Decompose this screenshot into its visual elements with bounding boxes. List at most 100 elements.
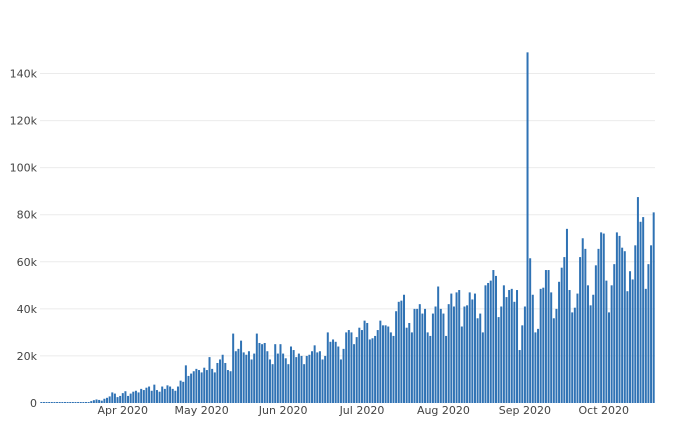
bar (69, 402, 72, 403)
bar (579, 257, 582, 403)
y-tick-label: 0 (30, 397, 37, 410)
x-tick-label: Sep 2020 (499, 404, 551, 417)
bar (179, 380, 182, 403)
bar (450, 293, 453, 403)
bar (347, 330, 350, 403)
bar (58, 402, 61, 403)
bar (458, 290, 461, 403)
bar (431, 313, 434, 403)
bar (623, 251, 626, 403)
bar (644, 288, 647, 403)
bar (111, 392, 114, 403)
bar (366, 322, 369, 403)
bar (211, 368, 214, 403)
bar (82, 402, 85, 403)
x-tick-label: Apr 2020 (98, 404, 149, 417)
bar (387, 326, 390, 403)
bar (650, 245, 653, 403)
bar (629, 271, 632, 403)
bar (153, 384, 156, 403)
bar (326, 332, 329, 403)
bar (360, 330, 363, 403)
bars (40, 52, 655, 403)
bar (337, 346, 340, 403)
bar (271, 364, 274, 403)
bar (253, 353, 256, 403)
bar (571, 312, 574, 403)
bar (203, 367, 206, 403)
bar (618, 235, 621, 403)
x-tick-label: Jun 2020 (258, 404, 308, 417)
bar (636, 197, 639, 403)
bar (74, 402, 77, 403)
bar (429, 335, 432, 403)
bar (410, 332, 413, 403)
bar (350, 332, 353, 403)
bar (523, 306, 526, 403)
bar (134, 390, 137, 403)
bar (426, 332, 429, 403)
bar (452, 306, 455, 403)
bar (116, 397, 119, 403)
bar (550, 292, 553, 403)
bar (634, 245, 637, 403)
bar (500, 306, 503, 403)
bar (119, 395, 122, 403)
bar (537, 328, 540, 403)
bar (279, 344, 282, 403)
bar (103, 398, 106, 403)
bar (334, 341, 337, 403)
bar (403, 294, 406, 403)
bar (476, 318, 479, 403)
x-tick-label: May 2020 (175, 404, 229, 417)
bar (124, 391, 127, 403)
bar (132, 391, 135, 403)
bar (289, 346, 292, 403)
bar (221, 354, 224, 403)
bar (434, 306, 437, 403)
bar (282, 353, 285, 403)
bar (613, 264, 616, 403)
bar (416, 308, 419, 403)
bar (224, 362, 227, 403)
y-tick-label: 40k (17, 303, 38, 316)
bar (605, 280, 608, 403)
bar (84, 402, 87, 403)
bar (308, 354, 311, 403)
bar (473, 293, 476, 403)
bar (502, 285, 505, 403)
bar (247, 351, 250, 403)
y-tick-label: 60k (17, 256, 38, 269)
bar (311, 351, 314, 403)
bar (45, 402, 48, 403)
bar (184, 365, 187, 403)
bar (166, 385, 169, 403)
bar (213, 372, 216, 403)
bar (234, 351, 237, 403)
bar (468, 292, 471, 403)
bar (610, 285, 613, 403)
bar (392, 335, 395, 403)
bar (190, 373, 193, 403)
bar (237, 348, 240, 403)
bar (140, 388, 143, 403)
bar (145, 387, 148, 403)
bar (466, 305, 469, 403)
bar (171, 388, 174, 403)
bar (381, 325, 384, 403)
bar (263, 342, 266, 403)
bar (268, 359, 271, 403)
bar (600, 232, 603, 403)
bar (274, 344, 277, 403)
bar (516, 290, 519, 403)
bar (542, 287, 545, 403)
bar (418, 304, 421, 403)
bar (586, 285, 589, 403)
bar (368, 339, 371, 403)
bar (384, 325, 387, 403)
bar (276, 353, 279, 403)
bar (526, 52, 529, 403)
bar (539, 288, 542, 403)
bar (505, 297, 508, 403)
bar (508, 290, 511, 403)
